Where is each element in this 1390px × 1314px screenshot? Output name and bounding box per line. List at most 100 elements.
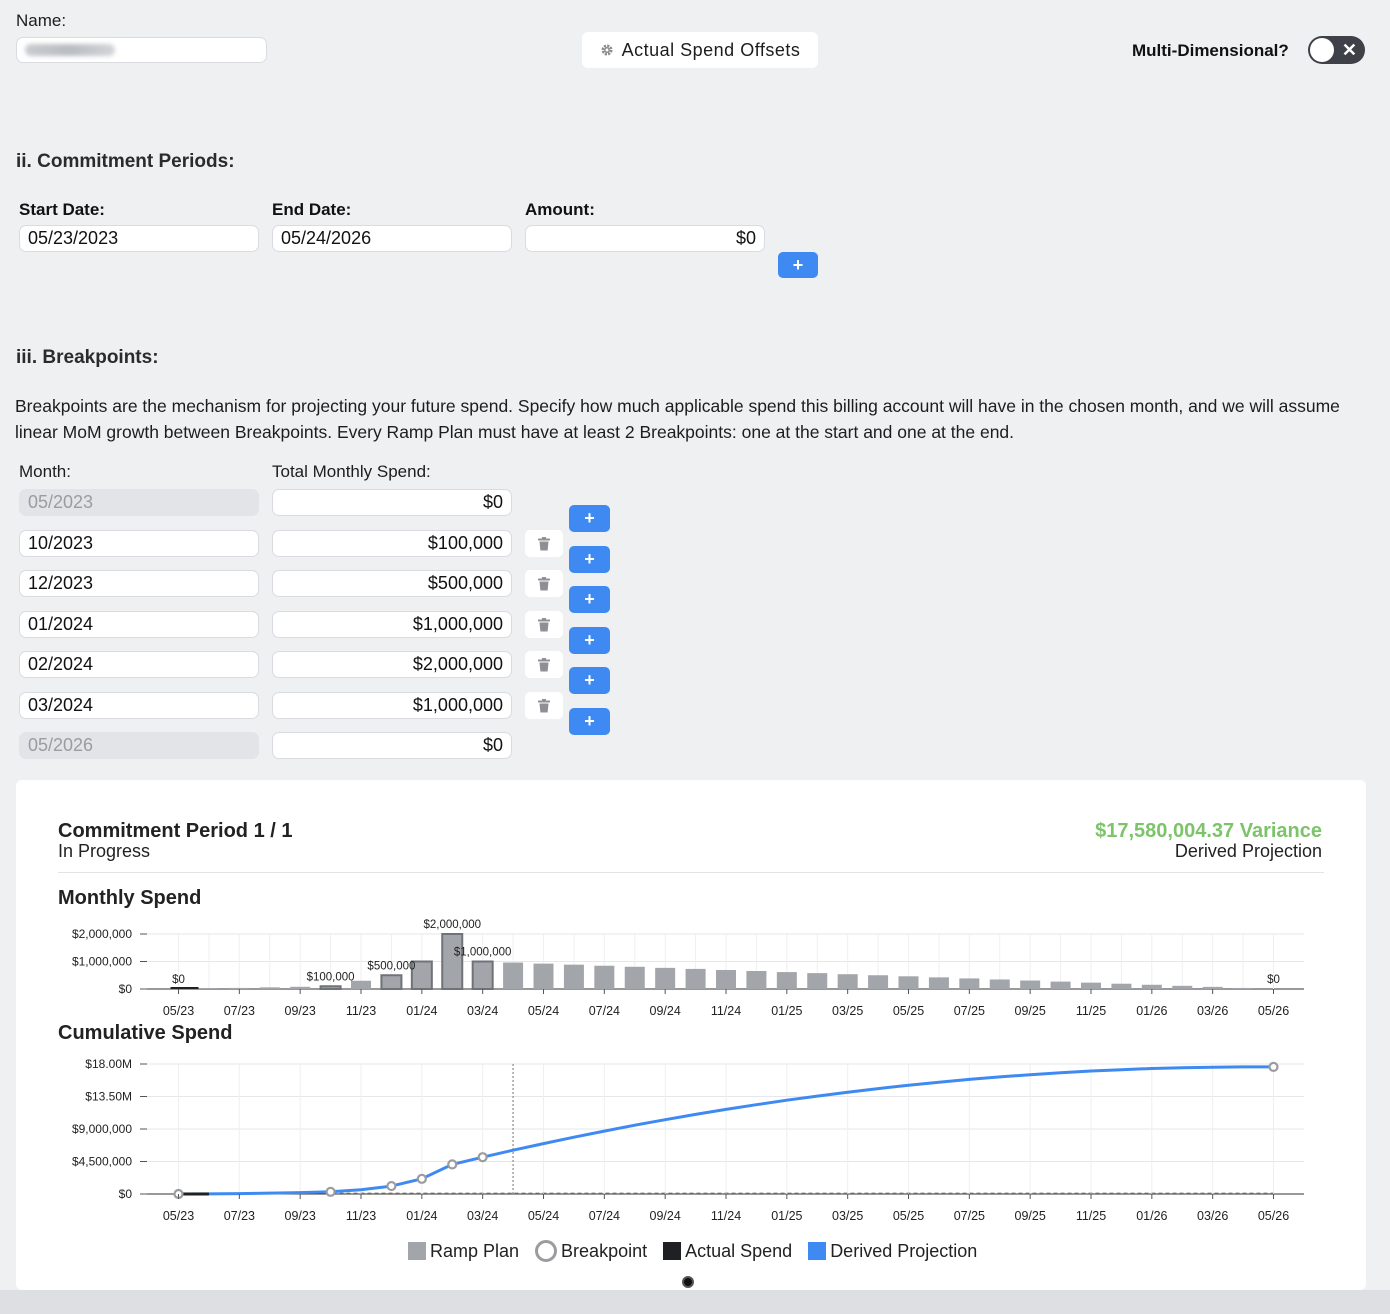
x-tick-label: 05/24: [528, 1004, 559, 1018]
breakpoint-month-input[interactable]: 03/2024: [19, 692, 259, 719]
ramp-plan-bar: [1141, 984, 1162, 989]
ramp-plan-swatch: [408, 1242, 426, 1260]
legend-derived-projection-label: Derived Projection: [830, 1240, 978, 1261]
legend-derived-projection[interactable]: Derived Projection: [808, 1241, 977, 1262]
x-tick-label: 11/25: [1076, 1209, 1106, 1223]
breakpoint-spend-input[interactable]: $0: [272, 732, 512, 759]
x-tick-label: 03/26: [1197, 1004, 1228, 1018]
x-tick-label: 05/26: [1258, 1209, 1289, 1223]
ramp-plan-bar: [1111, 983, 1132, 989]
breakpoint-marker: [1268, 1061, 1279, 1072]
breakpoint-spend-input[interactable]: $500,000: [272, 570, 512, 597]
bar-data-label: $0: [172, 974, 185, 986]
ramp-plan-bar: [898, 976, 919, 989]
x-tick-label: 05/26: [1258, 1004, 1289, 1018]
spend-column-label: Total Monthly Spend:: [272, 462, 431, 481]
end-date-label: End Date:: [272, 200, 352, 219]
x-tick-label: 03/25: [832, 1209, 863, 1223]
x-tick-label: 01/25: [771, 1004, 802, 1018]
actual-spend-offsets-button[interactable]: Actual Spend Offsets: [582, 32, 818, 68]
derived-projection-line: [178, 1065, 1274, 1196]
x-tick-label: 11/24: [711, 1004, 741, 1018]
x-tick-label: 07/23: [224, 1209, 255, 1223]
ramp-plan-bar: [746, 971, 767, 989]
x-tick-label: 07/24: [589, 1004, 620, 1018]
breakpoint-month-input[interactable]: 02/2024: [19, 651, 259, 678]
derived-projection-swatch: [808, 1242, 827, 1260]
x-tick-label: 11/23: [346, 1209, 376, 1223]
y-tick-label: $13.50M: [85, 1090, 132, 1104]
trash-icon: [538, 536, 550, 551]
multi-dimensional-toggle[interactable]: ✕: [1308, 36, 1365, 64]
breakpoint-spend-input[interactable]: $100,000: [272, 530, 512, 557]
breakpoint-marker: [416, 1173, 427, 1184]
y-tick-label: $2,000,000: [72, 927, 132, 941]
breakpoint-spend-input[interactable]: $2,000,000: [272, 651, 512, 678]
x-tick-label: 05/23: [163, 1004, 194, 1018]
x-tick-label: 01/26: [1136, 1004, 1167, 1018]
ramp-plan-bar: [1202, 986, 1223, 989]
ramp-plan-bar: [928, 977, 949, 989]
chart-legend: Ramp Plan Breakpoint Actual Spend Derive…: [408, 1240, 987, 1262]
breakpoint-marker: [386, 1180, 397, 1192]
cumulative-spend-chart: $18.00M $13.50M $9,000,000 $4,500,000 $0 05/2…: [72, 1057, 1304, 1223]
legend-actual-spend[interactable]: Actual Spend: [663, 1241, 792, 1262]
ramp-plan-bar: [1233, 987, 1254, 989]
delete-breakpoint-button[interactable]: [525, 570, 563, 597]
breakpoint-spend-input[interactable]: $0: [272, 489, 512, 516]
breakpoint-spend-input[interactable]: $1,000,000: [272, 611, 512, 638]
actual-spend-swatch: [663, 1242, 682, 1260]
add-breakpoint-button[interactable]: +: [569, 708, 610, 735]
pagination-dot[interactable]: [682, 1276, 694, 1288]
delete-breakpoint-button[interactable]: [525, 530, 563, 557]
start-date-input[interactable]: 05/23/2023: [19, 225, 259, 252]
add-breakpoint-button[interactable]: +: [569, 627, 610, 654]
breakpoint-month-input[interactable]: 10/2023: [19, 530, 259, 557]
y-tick-label: $9,000,000: [72, 1122, 132, 1136]
ramp-plan-bar: [837, 974, 858, 989]
breakpoint-swatch: [535, 1240, 558, 1262]
delete-breakpoint-button[interactable]: [525, 651, 563, 678]
name-input[interactable]: [16, 37, 267, 63]
x-tick-label: 07/25: [954, 1004, 985, 1018]
x-tick-label: 01/26: [1136, 1209, 1167, 1223]
ramp-plan-bar: [1050, 981, 1071, 989]
breakpoint-marker: [325, 1186, 336, 1197]
x-tick-label: 09/25: [1015, 1209, 1046, 1223]
ramp-plan-bar: [624, 966, 645, 989]
gear-icon: [600, 43, 614, 57]
legend-breakpoint[interactable]: Breakpoint: [535, 1240, 647, 1262]
add-breakpoint-button[interactable]: +: [569, 667, 610, 694]
amount-input[interactable]: $0: [525, 225, 765, 252]
ramp-plan-bar: [685, 968, 706, 989]
amount-label: Amount:: [525, 200, 595, 219]
breakpoint-month-input[interactable]: 01/2024: [19, 611, 259, 638]
ramp-plan-bar: [1172, 985, 1193, 989]
multi-dimensional-label: Multi-Dimensional?: [1132, 41, 1289, 60]
x-tick-label: 05/25: [893, 1004, 924, 1018]
x-tick-label: 09/24: [650, 1004, 681, 1018]
trash-icon: [538, 657, 550, 672]
breakpoint-spend-input[interactable]: $1,000,000: [272, 692, 512, 719]
ramp-plan-bar: [959, 978, 980, 989]
ramp-plan-bar: [503, 962, 524, 989]
add-breakpoint-button[interactable]: +: [569, 546, 610, 573]
delete-breakpoint-button[interactable]: [525, 611, 563, 638]
y-tick-label: $18.00M: [85, 1057, 132, 1071]
ramp-plan-bar: [319, 985, 342, 990]
breakpoint-month-input[interactable]: 12/2023: [19, 570, 259, 597]
legend-ramp-plan[interactable]: Ramp Plan: [408, 1241, 519, 1262]
x-tick-label: 11/24: [711, 1209, 741, 1223]
ramp-plan-bar: [1020, 980, 1041, 989]
delete-breakpoint-button[interactable]: [525, 692, 563, 719]
bar-data-label: $2,000,000: [423, 919, 481, 931]
x-tick-label: 01/25: [771, 1209, 802, 1223]
bar-data-label: $100,000: [307, 971, 355, 983]
end-date-input[interactable]: 05/24/2026: [272, 225, 512, 252]
cumulative-spend-title: Cumulative Spend: [58, 1022, 233, 1044]
ramp-plan-bar: [868, 975, 889, 989]
add-breakpoint-button[interactable]: +: [569, 586, 610, 613]
add-commitment-period-button[interactable]: +: [778, 252, 818, 278]
add-breakpoint-button[interactable]: +: [569, 505, 610, 532]
card-divider: [58, 872, 1324, 873]
